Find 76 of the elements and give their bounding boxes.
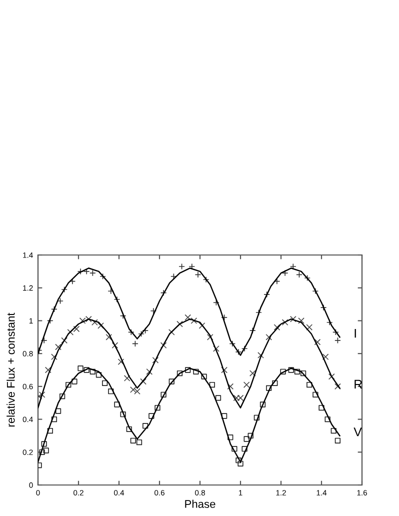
point (264, 291, 270, 298)
point (73, 326, 80, 332)
point (118, 358, 124, 365)
point (55, 344, 62, 350)
point (89, 270, 96, 276)
point (184, 314, 192, 321)
line-series (38, 368, 340, 463)
point (243, 382, 250, 388)
point (83, 268, 90, 275)
point (170, 273, 177, 280)
point (152, 356, 159, 364)
line-series (38, 268, 340, 356)
line-series (38, 318, 340, 408)
point (130, 386, 136, 393)
point (328, 373, 335, 380)
point (320, 304, 327, 311)
point (304, 274, 311, 282)
point (38, 391, 46, 398)
point (312, 288, 319, 294)
point (202, 276, 210, 283)
point (51, 354, 58, 360)
point (146, 368, 153, 375)
x-axis-title: Phase (185, 500, 216, 508)
point (160, 290, 167, 296)
point (128, 329, 134, 336)
point (334, 383, 341, 390)
point (44, 366, 52, 374)
point (249, 327, 256, 334)
point (326, 319, 333, 326)
point (233, 394, 240, 402)
point (241, 345, 248, 352)
point (258, 352, 264, 358)
point (290, 316, 296, 322)
point (221, 314, 228, 321)
point (61, 286, 68, 293)
point (322, 354, 329, 360)
y-axis-title: relative Flux + constant (6, 312, 15, 427)
point (221, 366, 228, 374)
point (40, 337, 48, 344)
point (51, 306, 58, 312)
point (194, 272, 202, 278)
point (282, 319, 288, 326)
point (92, 319, 98, 326)
point (57, 298, 64, 304)
point (229, 340, 236, 347)
point (112, 342, 118, 349)
point (206, 334, 214, 340)
point (124, 375, 130, 382)
point (249, 370, 256, 376)
point (290, 263, 296, 270)
point (106, 334, 112, 340)
point (296, 272, 302, 278)
annotation: I (354, 329, 356, 338)
point (61, 337, 68, 344)
point (178, 263, 185, 270)
point (132, 340, 138, 347)
point (46, 318, 54, 324)
point (332, 329, 339, 336)
point (274, 324, 280, 330)
point (227, 383, 234, 390)
point (77, 268, 84, 275)
point (235, 348, 242, 356)
point (298, 318, 304, 324)
point (334, 337, 341, 344)
point (160, 342, 167, 349)
point (266, 334, 272, 340)
point (213, 345, 220, 352)
point (314, 338, 321, 346)
point (98, 322, 104, 329)
point (306, 324, 313, 330)
point (100, 273, 106, 280)
point (114, 296, 120, 303)
point (237, 394, 244, 402)
point (190, 318, 198, 324)
point (150, 308, 157, 314)
point (188, 263, 196, 270)
